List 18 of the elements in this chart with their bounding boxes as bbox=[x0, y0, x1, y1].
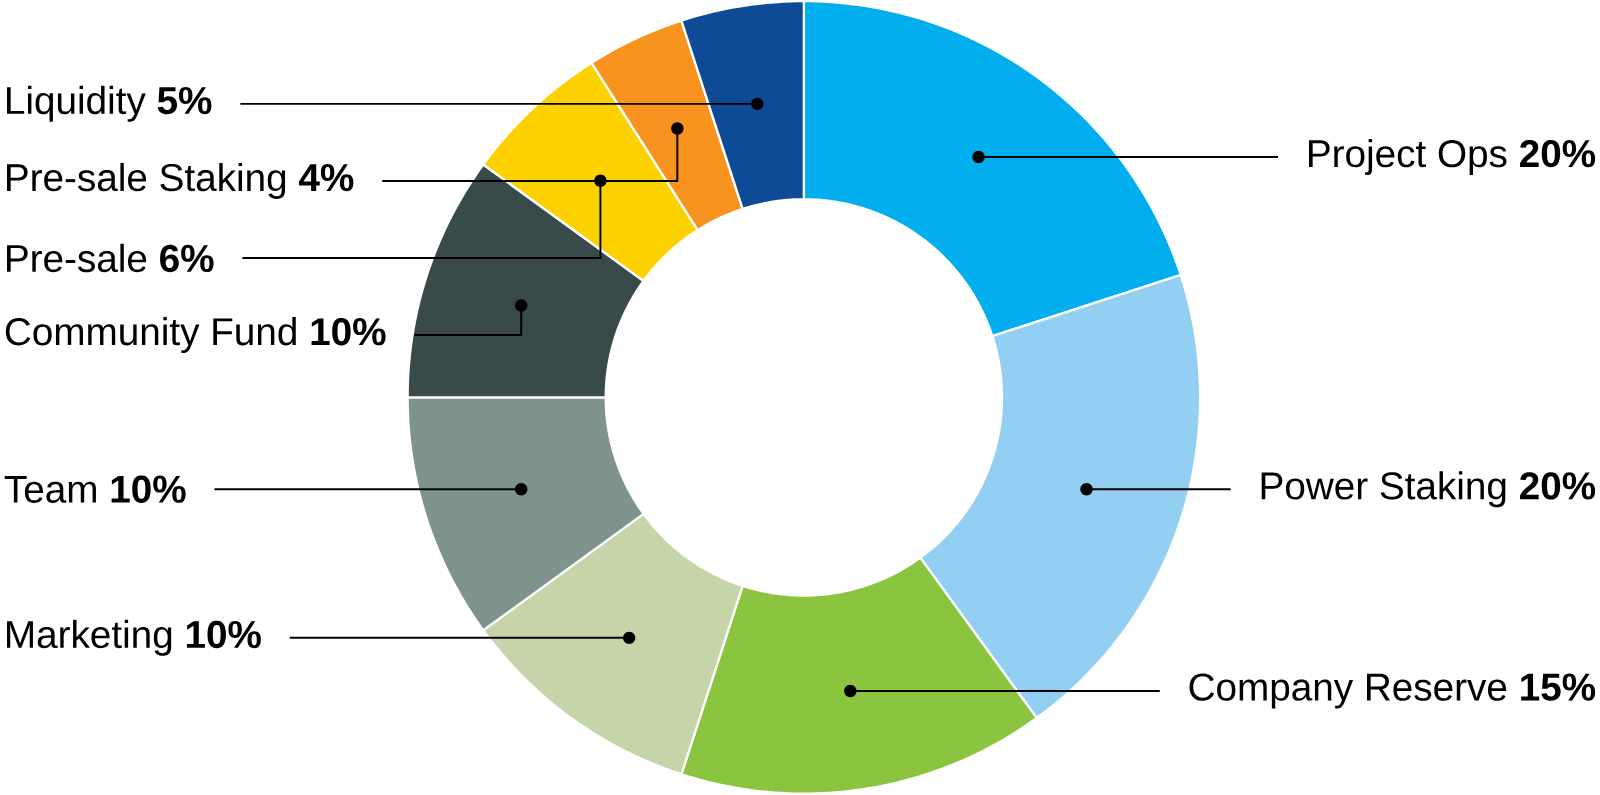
data-label: 20% bbox=[1520, 472, 1596, 500]
data-label: 10% bbox=[111, 475, 186, 504]
slice-label: Company Reserve bbox=[1189, 673, 1507, 709]
slice-label: Power Staking bbox=[1261, 471, 1506, 508]
data-label: 4% bbox=[299, 164, 354, 192]
data-label: 15% bbox=[1521, 673, 1596, 701]
slice-label: Pre-sale Staking bbox=[7, 162, 286, 200]
slice-label: Team bbox=[4, 476, 96, 504]
slice-label: Pre-sale bbox=[7, 243, 147, 273]
slice-label: Marketing bbox=[7, 619, 172, 656]
data-label: 10% bbox=[186, 620, 261, 649]
slice-label: Community Fund bbox=[5, 317, 296, 354]
data-label: 6% bbox=[160, 244, 214, 273]
slice-label: Project Ops bbox=[1309, 139, 1507, 176]
slice-label: Liquidity bbox=[7, 85, 146, 122]
data-label: 20% bbox=[1520, 140, 1596, 168]
data-label: 5% bbox=[157, 87, 212, 115]
data-label: 10% bbox=[311, 318, 386, 346]
